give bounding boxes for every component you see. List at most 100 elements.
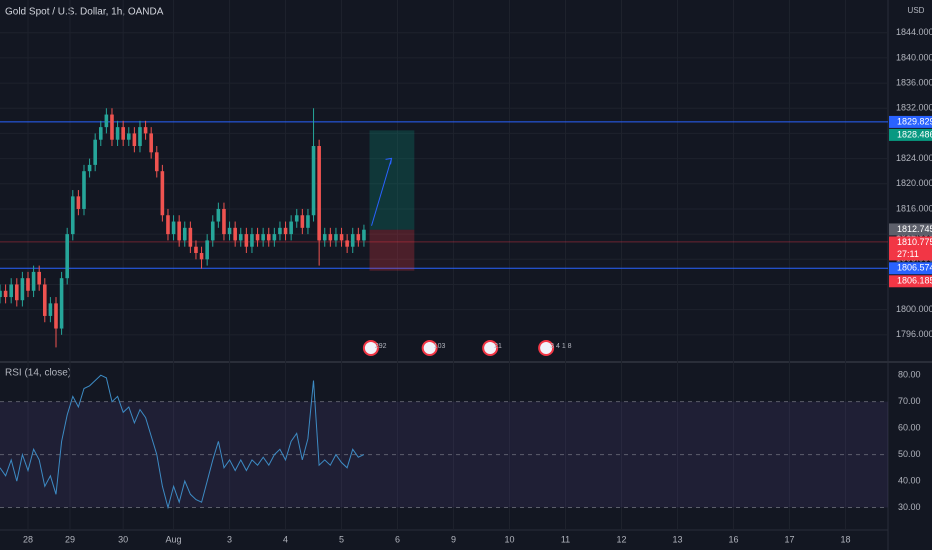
candle-body xyxy=(244,234,249,247)
price-label: 1828.486 xyxy=(897,129,932,139)
candle-body xyxy=(104,114,109,128)
event-label: 3 4 1 8 xyxy=(550,343,572,350)
candle-body xyxy=(93,139,97,165)
x-tick-label: Aug xyxy=(166,534,182,544)
y-tick-label: 1832.000 xyxy=(896,103,932,113)
candle-body xyxy=(311,146,316,216)
candle-body xyxy=(42,284,47,316)
candle-body xyxy=(3,290,8,298)
candle-body xyxy=(216,208,221,222)
candle-body xyxy=(334,234,338,241)
candle-body xyxy=(339,234,344,241)
stop-loss-zone xyxy=(369,229,415,271)
price-label-box xyxy=(889,236,932,261)
candle-body xyxy=(149,133,153,153)
y-tick-label: 40.00 xyxy=(898,475,921,485)
take-profit-zone xyxy=(369,130,415,230)
candle-body xyxy=(322,234,327,241)
price-label-box xyxy=(889,262,932,275)
event-icon xyxy=(482,340,499,356)
x-tick-label: 13 xyxy=(672,534,682,544)
candle-body xyxy=(328,234,333,241)
candle-body xyxy=(289,221,293,235)
event-icon xyxy=(538,340,555,356)
x-tick-label: 28 xyxy=(23,534,33,544)
y-tick-label: 60.00 xyxy=(898,423,921,433)
candle-body xyxy=(266,234,271,241)
rsi-line xyxy=(0,374,365,510)
candle-body xyxy=(110,114,114,140)
event-label: 21 xyxy=(494,343,502,350)
x-tick-label: 17 xyxy=(784,534,794,544)
candle-body xyxy=(59,278,64,329)
event-label: 292 xyxy=(375,343,387,350)
x-tick-label: 4 xyxy=(283,534,288,544)
candle-body xyxy=(345,240,349,247)
candle-body xyxy=(54,303,58,329)
candle-body xyxy=(26,278,30,291)
candle-body xyxy=(160,171,165,216)
candle-body xyxy=(154,152,159,172)
candle-body xyxy=(199,253,204,260)
y-tick-label: 1816.000 xyxy=(896,203,932,213)
price-label-box xyxy=(889,115,932,128)
candle-body xyxy=(138,127,142,147)
y-tick-label: 80.00 xyxy=(898,370,921,380)
price-label: 1812.745 xyxy=(897,224,932,234)
currency: USD xyxy=(908,6,925,15)
y-tick-label: 1844.000 xyxy=(896,27,932,37)
y-tick-label: 70.00 xyxy=(898,396,921,406)
candle-body xyxy=(210,221,215,241)
x-tick-label: 29 xyxy=(65,534,75,544)
candle-body xyxy=(37,271,41,285)
candle-body xyxy=(255,234,260,241)
candle-body xyxy=(205,240,209,260)
candle-body xyxy=(76,196,81,209)
candle-body xyxy=(233,227,237,241)
x-tick-label: 5 xyxy=(339,534,344,544)
x-tick-label: 9 xyxy=(451,534,456,544)
price-label-box xyxy=(889,275,932,288)
event-label: 103 xyxy=(434,343,446,350)
candle-body xyxy=(14,284,19,301)
candle-body xyxy=(166,215,170,235)
y-tick-label: 1840.000 xyxy=(896,52,932,62)
candle-body xyxy=(350,234,355,247)
candle-body xyxy=(356,234,361,241)
y-tick-label: 1796.000 xyxy=(896,329,932,339)
event-icon xyxy=(362,340,379,356)
candle-body xyxy=(222,208,226,235)
projection-arrow xyxy=(371,157,393,226)
y-tick-label: 1820.000 xyxy=(896,178,932,188)
candle-body xyxy=(238,234,243,241)
price-label-box xyxy=(889,223,932,236)
candle-body xyxy=(20,278,25,301)
y-tick-label: 50.00 xyxy=(898,449,921,459)
x-tick-label: 10 xyxy=(505,534,515,544)
candle-body xyxy=(9,284,13,298)
candle-body xyxy=(306,215,310,228)
candle-body xyxy=(300,215,305,228)
candle-body xyxy=(317,146,321,241)
countdown-label: 27:11 xyxy=(897,249,919,259)
candle-body xyxy=(177,221,181,241)
x-tick-label: 12 xyxy=(616,534,626,544)
candle-body xyxy=(31,271,36,291)
candle-body xyxy=(143,127,148,134)
x-tick-label: 11 xyxy=(561,534,570,544)
candle-body xyxy=(194,246,198,254)
candle-body xyxy=(250,234,254,247)
chart-title: Gold Spot / U.S. Dollar, 1h, OANDA xyxy=(5,7,164,18)
price-label: 1806.574 xyxy=(897,263,932,273)
candle-body xyxy=(115,127,120,140)
event-icon xyxy=(421,340,438,356)
candle-body xyxy=(121,127,125,140)
x-tick-label: 3 xyxy=(227,534,232,544)
candle-body xyxy=(70,196,75,235)
candle-body xyxy=(182,227,187,241)
candle-body xyxy=(48,303,53,316)
candle-body xyxy=(65,234,69,279)
price-label-box xyxy=(889,128,932,141)
